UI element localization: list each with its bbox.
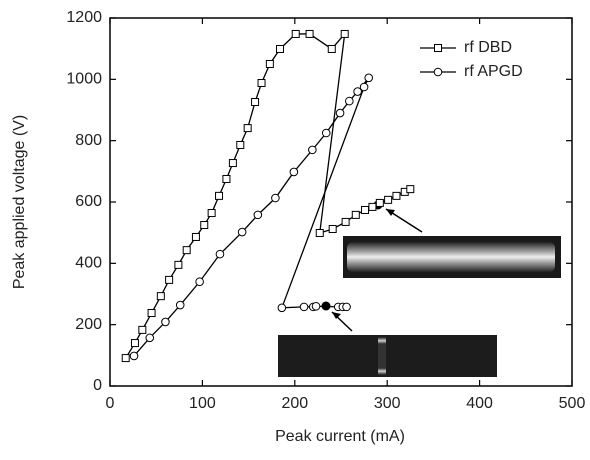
marker	[341, 217, 350, 226]
marker	[174, 260, 183, 269]
marker	[147, 309, 156, 318]
y-tick-label: 200	[75, 316, 102, 333]
marker	[191, 232, 200, 241]
marker	[289, 167, 299, 177]
marker	[327, 44, 336, 53]
marker	[315, 228, 324, 237]
inset-image-apgd	[278, 335, 497, 377]
x-axis-label: Peak current (mA)	[275, 428, 405, 445]
inset-glow	[378, 337, 386, 375]
x-tick-label: 400	[466, 395, 493, 412]
marker	[308, 145, 317, 155]
marker	[265, 60, 274, 68]
marker	[384, 195, 393, 204]
marker	[138, 325, 147, 334]
y-tick-label: 0	[93, 377, 102, 394]
marker	[342, 302, 351, 312]
marker	[345, 96, 354, 106]
marker	[257, 79, 266, 88]
marker	[361, 205, 370, 214]
x-tick-label: 100	[189, 395, 216, 412]
series-line	[125, 31, 411, 359]
marker	[207, 209, 216, 218]
marker	[253, 210, 263, 220]
marker	[175, 300, 185, 310]
x-tick-label: 200	[281, 395, 308, 412]
y-tick-label: 400	[75, 255, 102, 272]
marker	[340, 29, 349, 38]
x-tick-label: 500	[559, 395, 586, 412]
y-tick-label: 1000	[66, 71, 102, 88]
marker	[161, 317, 170, 327]
marker	[271, 193, 280, 203]
y-tick-label: 800	[75, 132, 102, 149]
marker	[228, 159, 237, 168]
x-tick-label: 0	[106, 395, 115, 412]
marker	[276, 44, 285, 53]
y-axis-label: Peak applied voltage (V)	[11, 115, 28, 289]
marker	[277, 303, 287, 313]
marker	[364, 73, 374, 83]
legend-label: rf APGD	[464, 63, 523, 80]
y-tick-label: 1200	[66, 9, 102, 26]
marker	[145, 333, 155, 343]
legend-marker	[433, 67, 443, 77]
arrowhead	[386, 209, 395, 216]
marker	[156, 292, 165, 301]
marker	[392, 191, 401, 200]
legend-label: rf DBD	[464, 39, 512, 56]
marker	[351, 210, 360, 219]
marker	[129, 351, 139, 361]
x-tick-label: 300	[374, 395, 401, 412]
arrowhead	[332, 312, 341, 319]
marker	[375, 198, 384, 207]
marker	[353, 87, 362, 96]
marker	[121, 354, 130, 363]
marker	[311, 301, 321, 311]
marker	[195, 277, 204, 287]
marker	[200, 221, 209, 229]
marker	[182, 246, 191, 255]
marker	[165, 275, 174, 284]
marker	[321, 128, 331, 138]
marker	[215, 191, 224, 200]
legend-marker	[434, 44, 442, 52]
marker	[406, 185, 415, 194]
marker	[305, 29, 314, 38]
marker	[222, 175, 231, 183]
y-tick-label: 600	[75, 193, 102, 210]
marker	[215, 249, 225, 259]
inset-glow	[347, 242, 555, 272]
marker	[299, 302, 309, 312]
marker	[243, 124, 252, 133]
marker	[237, 227, 247, 237]
marker	[291, 29, 300, 38]
marker	[335, 108, 345, 118]
marker	[368, 202, 377, 211]
marker	[251, 98, 260, 107]
marker	[328, 224, 337, 233]
marker	[130, 339, 139, 348]
marker	[359, 82, 369, 92]
marker	[236, 140, 245, 149]
